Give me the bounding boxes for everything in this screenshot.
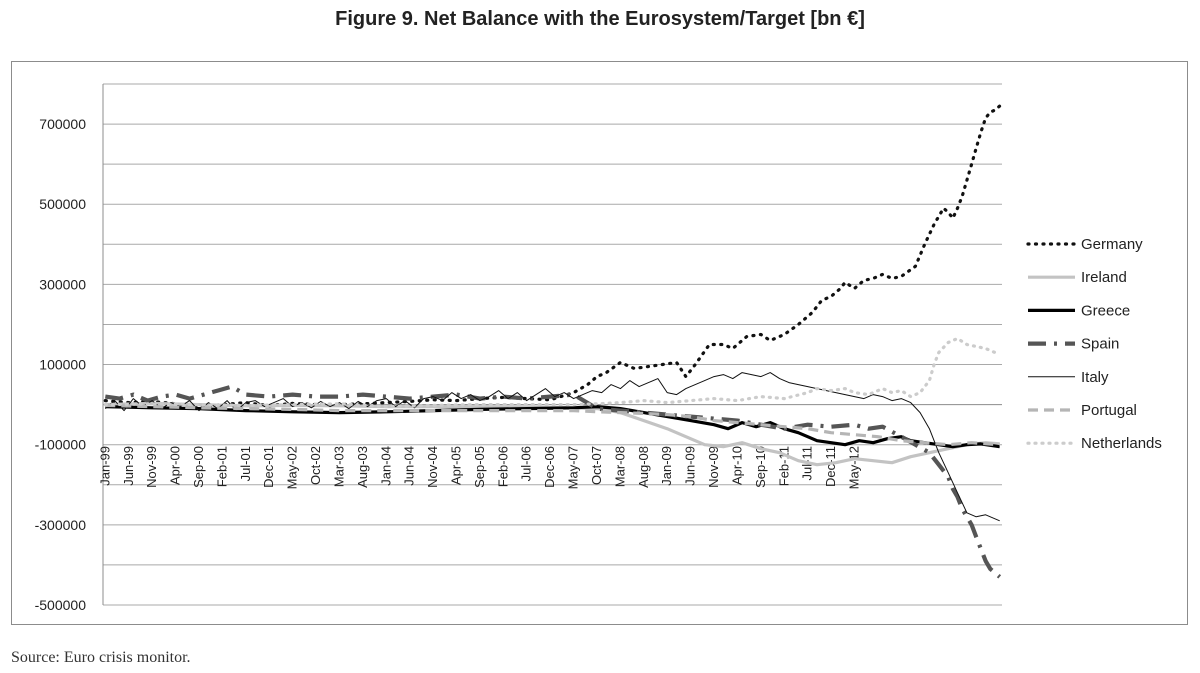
series-line-germany <box>103 104 1002 409</box>
x-tick-label: Sep-10 <box>753 446 768 488</box>
x-tick-label: Feb-06 <box>495 446 510 487</box>
x-tick-label: Apr-05 <box>449 446 464 485</box>
x-tick-label: Sep-00 <box>191 446 206 488</box>
series-line-ireland <box>105 401 1000 467</box>
y-tick-label: 100000 <box>39 357 86 373</box>
chart-frame <box>11 61 1188 625</box>
y-tick-label: -500000 <box>35 597 87 613</box>
legend: Germany Ireland Greece Spain Italy Portugal Ne… <box>1026 236 1162 452</box>
x-tick-label: Dec-11 <box>823 446 838 487</box>
x-tick-label: Jun-04 <box>402 446 417 486</box>
x-tick-label: Jul-06 <box>519 446 534 481</box>
legend-label-netherlands: Netherlands <box>1081 435 1162 452</box>
series-line-spain <box>105 384 1002 579</box>
y-tick-label: -100000 <box>35 437 87 453</box>
axes <box>102 84 1002 605</box>
x-tick-label: Aug-08 <box>636 446 651 488</box>
x-tick-label: Jul-01 <box>238 446 253 481</box>
gridlines <box>103 83 1002 606</box>
x-tick-label: Sep-05 <box>472 446 487 488</box>
x-tick-label: Jun-99 <box>121 446 136 486</box>
x-axis-ticks: Jan-99 Jun-99 Nov-99 Apr-00 Sep-00 Feb-01 Jul-… <box>97 446 861 489</box>
x-tick-label: Nov-09 <box>706 446 721 488</box>
x-tick-label: Oct-07 <box>589 446 604 485</box>
x-tick-label: Jan-99 <box>97 446 112 486</box>
chart-title: Figure 9. Net Balance with the Eurosyste… <box>335 8 865 30</box>
y-tick-label: -300000 <box>35 517 87 533</box>
x-tick-label: Nov-04 <box>425 446 440 488</box>
x-tick-label: Dec-01 <box>261 446 276 488</box>
legend-label-greece: Greece <box>1081 302 1130 319</box>
x-tick-label: Aug-03 <box>355 446 370 488</box>
x-tick-label: May-07 <box>566 446 581 489</box>
legend-label-ireland: Ireland <box>1081 269 1127 286</box>
x-tick-label: Apr-10 <box>729 446 744 485</box>
y-axis-ticks: 700000 500000 300000 100000 -100000 -300000 -5… <box>35 116 87 613</box>
x-tick-label: Mar-03 <box>331 446 346 487</box>
x-tick-label: Apr-00 <box>168 446 183 485</box>
x-tick-label: Nov-99 <box>144 446 159 488</box>
series-line-portugal <box>105 403 1000 447</box>
legend-label-portugal: Portugal <box>1081 402 1137 419</box>
series-line-italy <box>104 372 1000 522</box>
legend-label-spain: Spain <box>1081 336 1119 353</box>
x-tick-label: Jun-09 <box>683 446 698 486</box>
legend-label-germany: Germany <box>1081 236 1143 253</box>
x-tick-label: Dec-06 <box>542 446 557 488</box>
x-tick-label: May-02 <box>285 446 300 489</box>
y-tick-label: 700000 <box>39 116 86 132</box>
legend-label-italy: Italy <box>1081 369 1109 386</box>
series-line-greece <box>105 405 1000 449</box>
x-tick-label: Oct-02 <box>308 446 323 485</box>
x-tick-label: Feb-01 <box>214 446 229 487</box>
y-tick-label: 300000 <box>39 276 86 292</box>
source-note: Source: Euro crisis monitor. <box>11 649 191 666</box>
plot-area <box>103 104 1002 579</box>
x-tick-label: Jan-09 <box>659 446 674 486</box>
y-tick-label: 500000 <box>39 196 86 212</box>
x-tick-label: Jan-04 <box>378 446 393 486</box>
x-tick-label: Mar-08 <box>612 446 627 487</box>
x-tick-label: May-12 <box>847 446 862 489</box>
